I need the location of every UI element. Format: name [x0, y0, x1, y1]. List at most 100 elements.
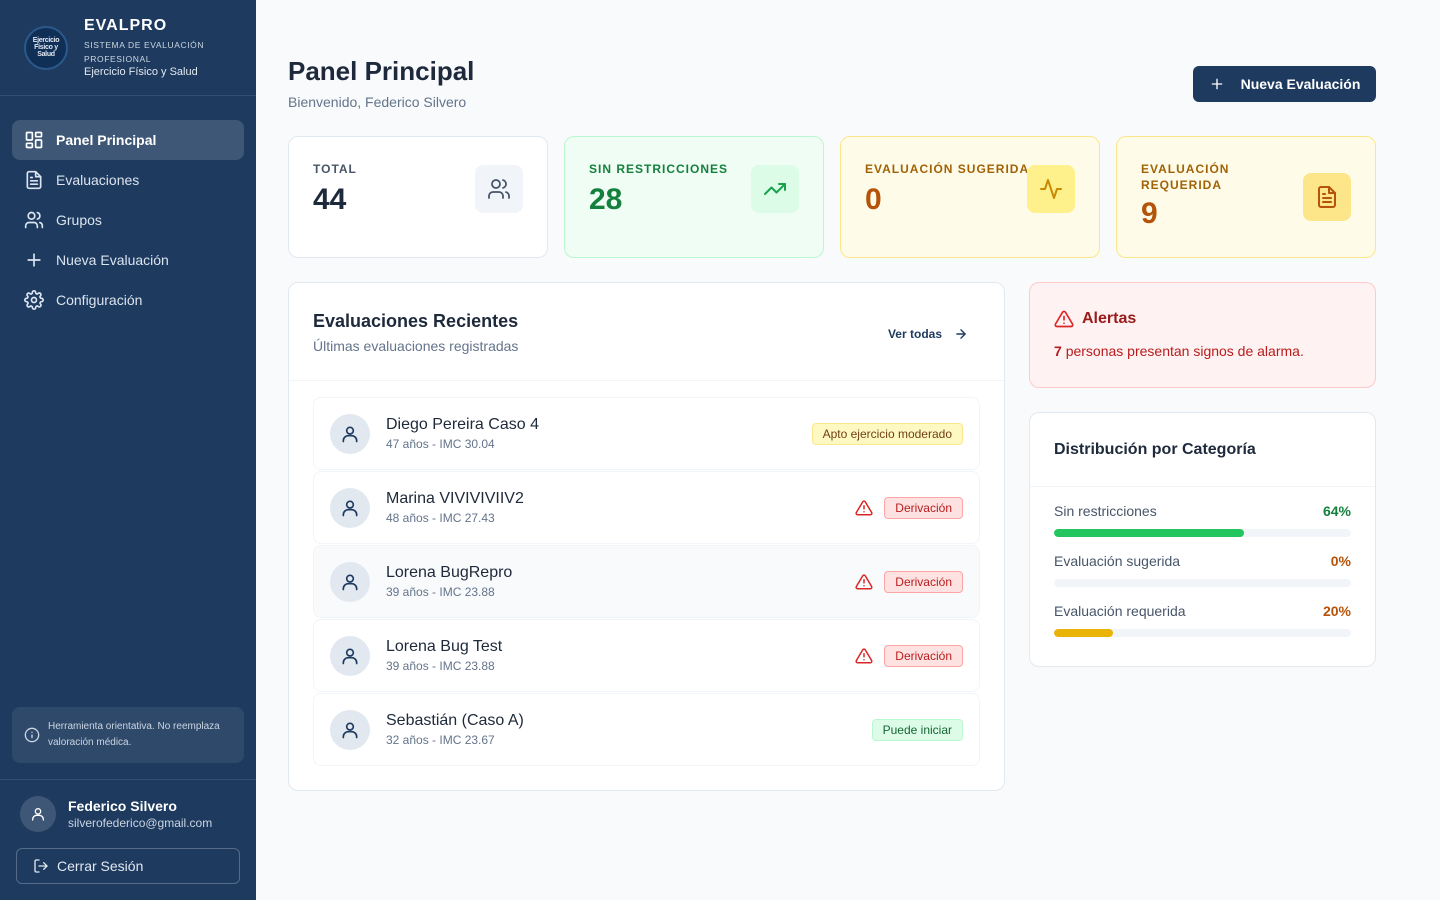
user-icon: [31, 808, 44, 821]
logout-icon: [34, 859, 48, 873]
document-icon: [1318, 186, 1336, 208]
sidebar-item-label: Grupos: [56, 212, 102, 228]
distribution-percent: 64%: [1322, 503, 1351, 519]
user-icon: [342, 426, 358, 442]
status-badge: Derivación: [884, 496, 963, 519]
row-meta: 39 años - IMC 23.88: [386, 585, 495, 599]
sidebar-item-label: Configuración: [56, 292, 143, 308]
table-row[interactable]: Marina VIVIVIVIIV2 48 años - IMC 27.43 D…: [313, 471, 980, 544]
stat-value: 44: [313, 183, 347, 216]
alerts-count: 7: [1054, 343, 1062, 359]
progress-fill: [1054, 629, 1114, 637]
brand: Ejercicio Físico y Salud EVALPRO SISTEMA…: [0, 0, 256, 96]
user-area: Federico Silvero silverofederico@gmail.c…: [0, 779, 256, 900]
table-row[interactable]: Diego Pereira Caso 4 47 años - IMC 30.04…: [313, 397, 980, 470]
users-icon: [24, 211, 44, 229]
distribution-item: Evaluación sugerida 0%: [1054, 553, 1351, 587]
user-email: silverofederico@gmail.com: [68, 816, 213, 830]
warning-icon: [1054, 310, 1074, 328]
table-row[interactable]: Lorena BugRepro 39 años - IMC 23.88 Deri…: [313, 545, 980, 618]
sidebar-item-evaluaciones[interactable]: Evaluaciones: [12, 160, 244, 200]
avatar: [330, 561, 370, 602]
progress-fill: [1054, 529, 1245, 537]
activity-icon: [1040, 179, 1062, 199]
table-row[interactable]: Lorena Bug Test 39 años - IMC 23.88 Deri…: [313, 619, 980, 692]
brand-subtitle: SISTEMA DE EVALUACIÓN PROFESIONAL: [84, 40, 205, 64]
row-name: Lorena Bug Test: [386, 638, 503, 655]
sidebar-item-label: Panel Principal: [56, 132, 157, 148]
row-name: Diego Pereira Caso 4: [386, 416, 539, 433]
sidebar-item-panel-principal[interactable]: Panel Principal: [12, 120, 244, 160]
progress-bar: [1054, 529, 1351, 537]
stat-label: EVALUACIÓN SUGERIDA: [865, 162, 1030, 176]
stat-card-evaluacion-sugerida: EVALUACIÓN SUGERIDA 0: [840, 136, 1100, 258]
avatar: [330, 709, 370, 750]
row-meta: 47 años - IMC 30.04: [386, 437, 495, 451]
plus-icon: [1211, 78, 1222, 90]
logout-label: Cerrar Sesión: [57, 858, 144, 874]
sidebar-item-label: Evaluaciones: [56, 172, 140, 188]
row-meta: 48 años - IMC 27.43: [386, 511, 495, 525]
plus-icon: [27, 253, 41, 267]
avatar: [330, 635, 370, 676]
stat-label: EVALUACIÓN REQUERIDA: [1141, 162, 1230, 192]
sidebar-item-label: Nueva Evaluación: [56, 252, 169, 268]
status-badge: Derivación: [884, 644, 963, 667]
distribution-title: Distribución por Categoría: [1030, 413, 1375, 487]
new-evaluation-button[interactable]: Nueva Evaluación: [1193, 66, 1376, 102]
stat-card-evaluacion-requerida: EVALUACIÓN REQUERIDA 9: [1116, 136, 1376, 258]
gear-icon: [24, 290, 44, 310]
distribution-percent: 20%: [1322, 603, 1351, 619]
alerts-card: Alertas 7 personas presentan signos de a…: [1029, 282, 1376, 388]
distribution-label: Evaluación sugerida: [1054, 553, 1181, 569]
stat-value: 0: [865, 183, 882, 216]
file-icon: [26, 170, 42, 190]
status-badge: Derivación: [884, 570, 963, 593]
new-evaluation-label: Nueva Evaluación: [1240, 76, 1361, 92]
users-icon: [488, 179, 510, 199]
sidebar-item-nueva-evaluacion[interactable]: Nueva Evaluación: [12, 240, 244, 280]
disclaimer: Herramienta orientativa. No reemplaza va…: [12, 707, 244, 763]
sidebar-nav: Panel Principal Evaluaciones Grupos Nuev…: [0, 96, 256, 344]
progress-bar: [1054, 579, 1351, 587]
row-meta: 32 años - IMC 23.67: [386, 733, 495, 747]
distribution-item: Evaluación requerida 20%: [1054, 603, 1351, 637]
alerts-message: personas presentan signos de alarma.: [1065, 343, 1304, 359]
row-name: Marina VIVIVIVIIV2: [386, 490, 524, 507]
sidebar-item-grupos[interactable]: Grupos: [12, 200, 244, 240]
distribution-percent: 0%: [1330, 553, 1351, 569]
alerts-title: Alertas: [1082, 310, 1137, 327]
brand-logo: Ejercicio Físico y Salud: [24, 25, 68, 70]
brand-subtitle-2: Ejercicio Físico y Salud: [84, 66, 198, 78]
stat-value: 9: [1141, 197, 1158, 230]
logout-button[interactable]: Cerrar Sesión: [16, 848, 240, 884]
page-title: Panel Principal: [288, 56, 475, 86]
stat-label: SIN RESTRICCIONES: [589, 162, 729, 176]
warning-icon: [855, 499, 873, 515]
disclaimer-text: Herramienta orientativa. No reemplaza va…: [48, 721, 220, 748]
avatar: [330, 413, 370, 454]
sidebar-item-configuracion[interactable]: Configuración: [12, 280, 244, 320]
table-row[interactable]: Sebastián (Caso A) 32 años - IMC 23.67 P…: [313, 693, 980, 766]
distribution-label: Sin restricciones: [1054, 503, 1157, 519]
user-icon: [342, 722, 358, 738]
recent-title: Evaluaciones Recientes: [313, 311, 519, 331]
brand-title: EVALPRO: [84, 17, 168, 34]
warning-icon: [855, 647, 873, 663]
arrow-right-icon: [956, 329, 966, 339]
recent-subtitle: Últimas evaluaciones registradas: [313, 338, 519, 354]
dashboard-icon: [25, 131, 43, 149]
warning-icon: [855, 573, 873, 589]
trending-up-icon: [764, 183, 786, 195]
see-all-label: Ver todas: [887, 327, 942, 341]
row-name: Lorena BugRepro: [386, 564, 513, 581]
avatar: [330, 487, 370, 528]
brand-logo-text: Ejercicio Físico y Salud: [32, 37, 60, 58]
status-badge: Puede iniciar: [871, 718, 963, 741]
alerts-text: 7 personas presentan signos de alarma.: [1054, 343, 1351, 359]
user-icon: [342, 648, 358, 664]
see-all-link[interactable]: Ver todas: [888, 327, 968, 341]
info-icon: [24, 727, 40, 743]
distribution-item: Sin restricciones 64%: [1054, 503, 1351, 537]
progress-bar: [1054, 629, 1351, 637]
